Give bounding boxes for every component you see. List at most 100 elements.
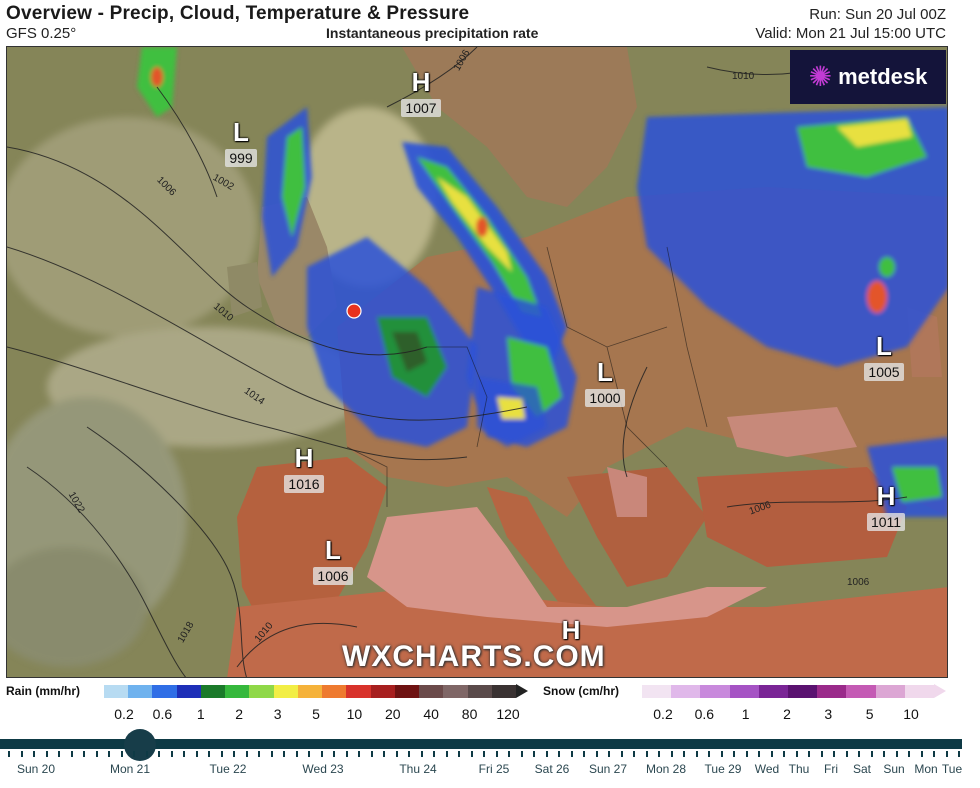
rain-tick-label: 120 bbox=[496, 706, 520, 722]
model-label: GFS 0.25° bbox=[6, 25, 77, 42]
timeline-tick bbox=[108, 751, 110, 757]
timeline-tick bbox=[70, 751, 73, 757]
rain-tick-label: 0.6 bbox=[152, 706, 173, 722]
timeline-day-label[interactable]: Wed 23 bbox=[302, 762, 344, 776]
snow-tick-label: 5 bbox=[865, 706, 874, 722]
timeline-tick bbox=[583, 751, 585, 757]
pressure-letter: L bbox=[325, 535, 341, 565]
legend-swatch bbox=[346, 685, 371, 698]
legend-swatch bbox=[200, 685, 226, 698]
borders bbox=[346, 246, 708, 507]
timeline-day-label[interactable]: Fri bbox=[824, 762, 838, 776]
timeline-tick bbox=[858, 751, 860, 757]
legend-swatch bbox=[225, 685, 250, 698]
weather-map[interactable]: 1006 1006 1002 1010 1010 1014 1022 1018 … bbox=[6, 46, 948, 678]
isobars bbox=[7, 47, 908, 677]
legend-swatch bbox=[394, 685, 420, 698]
run-time: Run: Sun 20 Jul 00Z bbox=[809, 6, 946, 23]
timeline-tick bbox=[33, 751, 35, 757]
timeline-day-label[interactable]: Fri 25 bbox=[478, 762, 510, 776]
timeline-tick bbox=[45, 751, 48, 757]
timeline-track[interactable] bbox=[0, 739, 962, 749]
snow-tick-label: 0.6 bbox=[694, 706, 715, 722]
timeline-tick bbox=[695, 751, 698, 757]
timeline-tick bbox=[383, 751, 385, 757]
precipitation bbox=[137, 47, 947, 517]
timeline-tick bbox=[958, 751, 960, 757]
rain-tick-label: 5 bbox=[312, 706, 320, 722]
legend-swatch bbox=[642, 685, 672, 698]
timeline-tick bbox=[445, 751, 448, 757]
timeline-tick bbox=[133, 751, 135, 757]
timeline-day-label[interactable]: Sun 27 bbox=[588, 762, 628, 776]
pressure-value: 1006 bbox=[313, 567, 353, 585]
timeline-tick bbox=[895, 751, 898, 757]
timeline-day-label[interactable]: Thu 24 bbox=[399, 762, 437, 776]
legend-swatch bbox=[817, 685, 847, 698]
timeline-tick bbox=[683, 751, 685, 757]
chart-subtitle: Instantaneous precipitation rate bbox=[326, 25, 539, 41]
timeline-day-label[interactable]: Tue bbox=[941, 762, 963, 776]
timeline-tick bbox=[645, 751, 648, 757]
rain-tick-label: 0.2 bbox=[114, 706, 134, 722]
timeline-day-label[interactable]: Sun bbox=[883, 762, 905, 776]
snow-legend-arrow bbox=[934, 684, 946, 698]
isobar-label: 1010 bbox=[732, 71, 755, 82]
timeline-tick bbox=[295, 751, 298, 757]
timeline-tick bbox=[820, 751, 823, 757]
rain-legend-bar bbox=[104, 685, 516, 698]
pressure-value: 1011 bbox=[866, 513, 906, 531]
rain-tick-label: 80 bbox=[461, 706, 478, 722]
timeline-tick bbox=[333, 751, 335, 757]
timeline-tick bbox=[8, 751, 10, 757]
timeline-handle[interactable] bbox=[124, 729, 156, 761]
timeline-day-label[interactable]: Tue 29 bbox=[704, 762, 742, 776]
chart-title: Overview - Precip, Cloud, Temperature & … bbox=[6, 3, 470, 24]
pressure-center-high: H 1007 bbox=[399, 69, 443, 118]
timeline-tick bbox=[233, 751, 235, 757]
legend-swatch bbox=[152, 685, 177, 698]
timeline-tick bbox=[395, 751, 398, 757]
timeline-tick bbox=[120, 751, 123, 757]
timeline-day-label[interactable]: Sat bbox=[852, 762, 872, 776]
cloud-cover bbox=[7, 107, 437, 667]
pressure-letter: H bbox=[294, 443, 314, 473]
starburst-icon: ✺ bbox=[808, 61, 833, 92]
timeline-day-label[interactable]: Sat 26 bbox=[534, 762, 570, 776]
legend-swatch bbox=[758, 685, 789, 698]
timeline-day-label[interactable]: Sun 20 bbox=[16, 762, 56, 776]
timeline-tick bbox=[608, 751, 610, 757]
pressure-letter: H bbox=[411, 67, 431, 97]
timeline-tick bbox=[808, 751, 810, 757]
timeline-day-label[interactable]: Mon 21 bbox=[109, 762, 151, 776]
timeline-tick bbox=[358, 751, 360, 757]
snow-tick-label: 0.2 bbox=[653, 706, 673, 722]
timeline-tick bbox=[845, 751, 848, 757]
rain-tick-label: 2 bbox=[235, 706, 244, 722]
timeline-day-label[interactable]: Mon bbox=[914, 762, 938, 776]
pressure-center-high: H bbox=[549, 617, 593, 643]
timeline-tick bbox=[270, 751, 273, 757]
timeline-tick bbox=[58, 751, 60, 757]
timeline-tick bbox=[558, 751, 560, 757]
pressure-center-low: L 999 bbox=[219, 119, 263, 168]
location-marker[interactable] bbox=[346, 303, 362, 319]
pressure-value: 1005 bbox=[864, 363, 904, 381]
timeline-tick bbox=[420, 751, 423, 757]
snow-legend-label: Snow (cm/hr) bbox=[543, 684, 620, 698]
timeline-tick bbox=[495, 751, 498, 757]
legend-swatch bbox=[128, 685, 153, 698]
rain-tick-label: 20 bbox=[385, 706, 401, 722]
timeline-day-label[interactable]: Wed bbox=[754, 762, 780, 776]
timeline-tick bbox=[83, 751, 85, 757]
pressure-center-low: L 1000 bbox=[579, 359, 631, 408]
timeline-day-label[interactable]: Tue 22 bbox=[209, 762, 247, 776]
rain-legend-arrow bbox=[516, 684, 528, 698]
timeline-tick bbox=[620, 751, 623, 757]
timeline-tick bbox=[308, 751, 310, 757]
legend-swatch bbox=[443, 685, 468, 698]
timeline-day-label[interactable]: Mon 28 bbox=[645, 762, 687, 776]
timeline-day-label[interactable]: Thu bbox=[788, 762, 810, 776]
timeline-tick bbox=[370, 751, 373, 757]
timeline-tick bbox=[670, 751, 673, 757]
